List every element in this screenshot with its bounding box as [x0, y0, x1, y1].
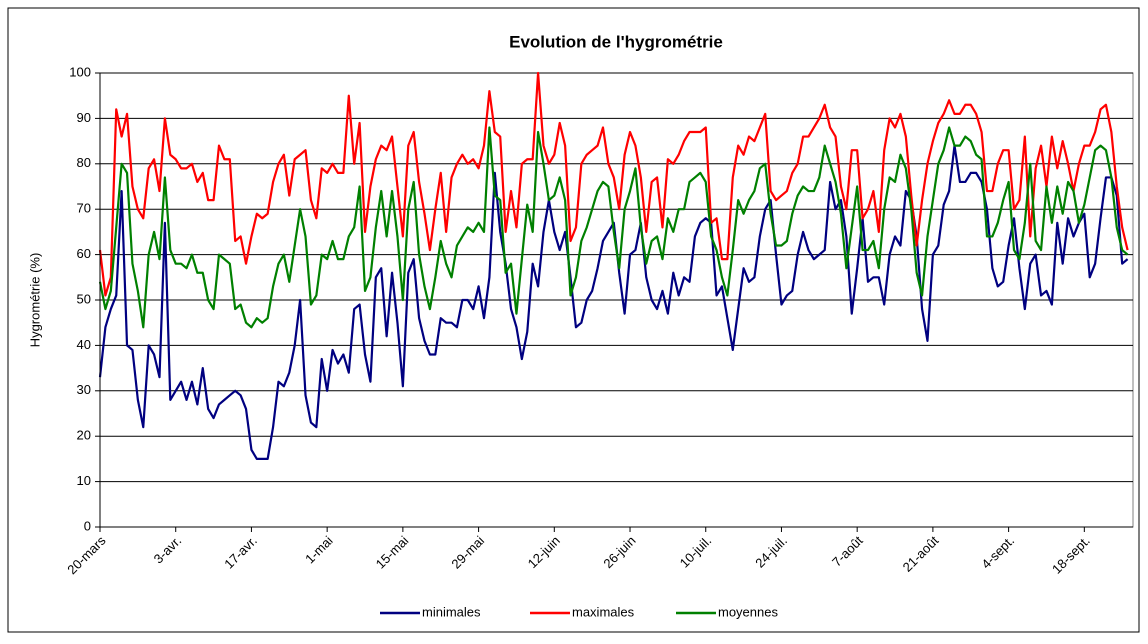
y-tick-label: 90 [77, 110, 91, 125]
series-line [98, 71, 1129, 297]
legend: minimales maximales moyennes [380, 604, 778, 619]
legend-label: minimales [422, 604, 481, 619]
y-tick-label: 50 [77, 291, 91, 306]
y-axis-label: Hygrométrie (%) [27, 253, 42, 348]
chart-title: Evolution de l'hygrométrie [509, 32, 723, 51]
y-tick-label: 30 [77, 382, 91, 397]
plot-lines [98, 71, 1129, 460]
y-tick-label: 80 [77, 155, 91, 170]
y-tick-label: 0 [84, 518, 91, 533]
y-tick-label: 40 [77, 337, 91, 352]
legend-label: maximales [572, 604, 635, 619]
y-tick-label: 20 [77, 428, 91, 443]
y-tick-label: 10 [77, 473, 91, 488]
y-tick-label: 60 [77, 246, 91, 261]
y-tick-label: 70 [77, 201, 91, 216]
legend-label: moyennes [718, 604, 778, 619]
series-line [98, 126, 1129, 329]
grid [99, 72, 1134, 528]
y-tick-label: 100 [69, 64, 91, 79]
